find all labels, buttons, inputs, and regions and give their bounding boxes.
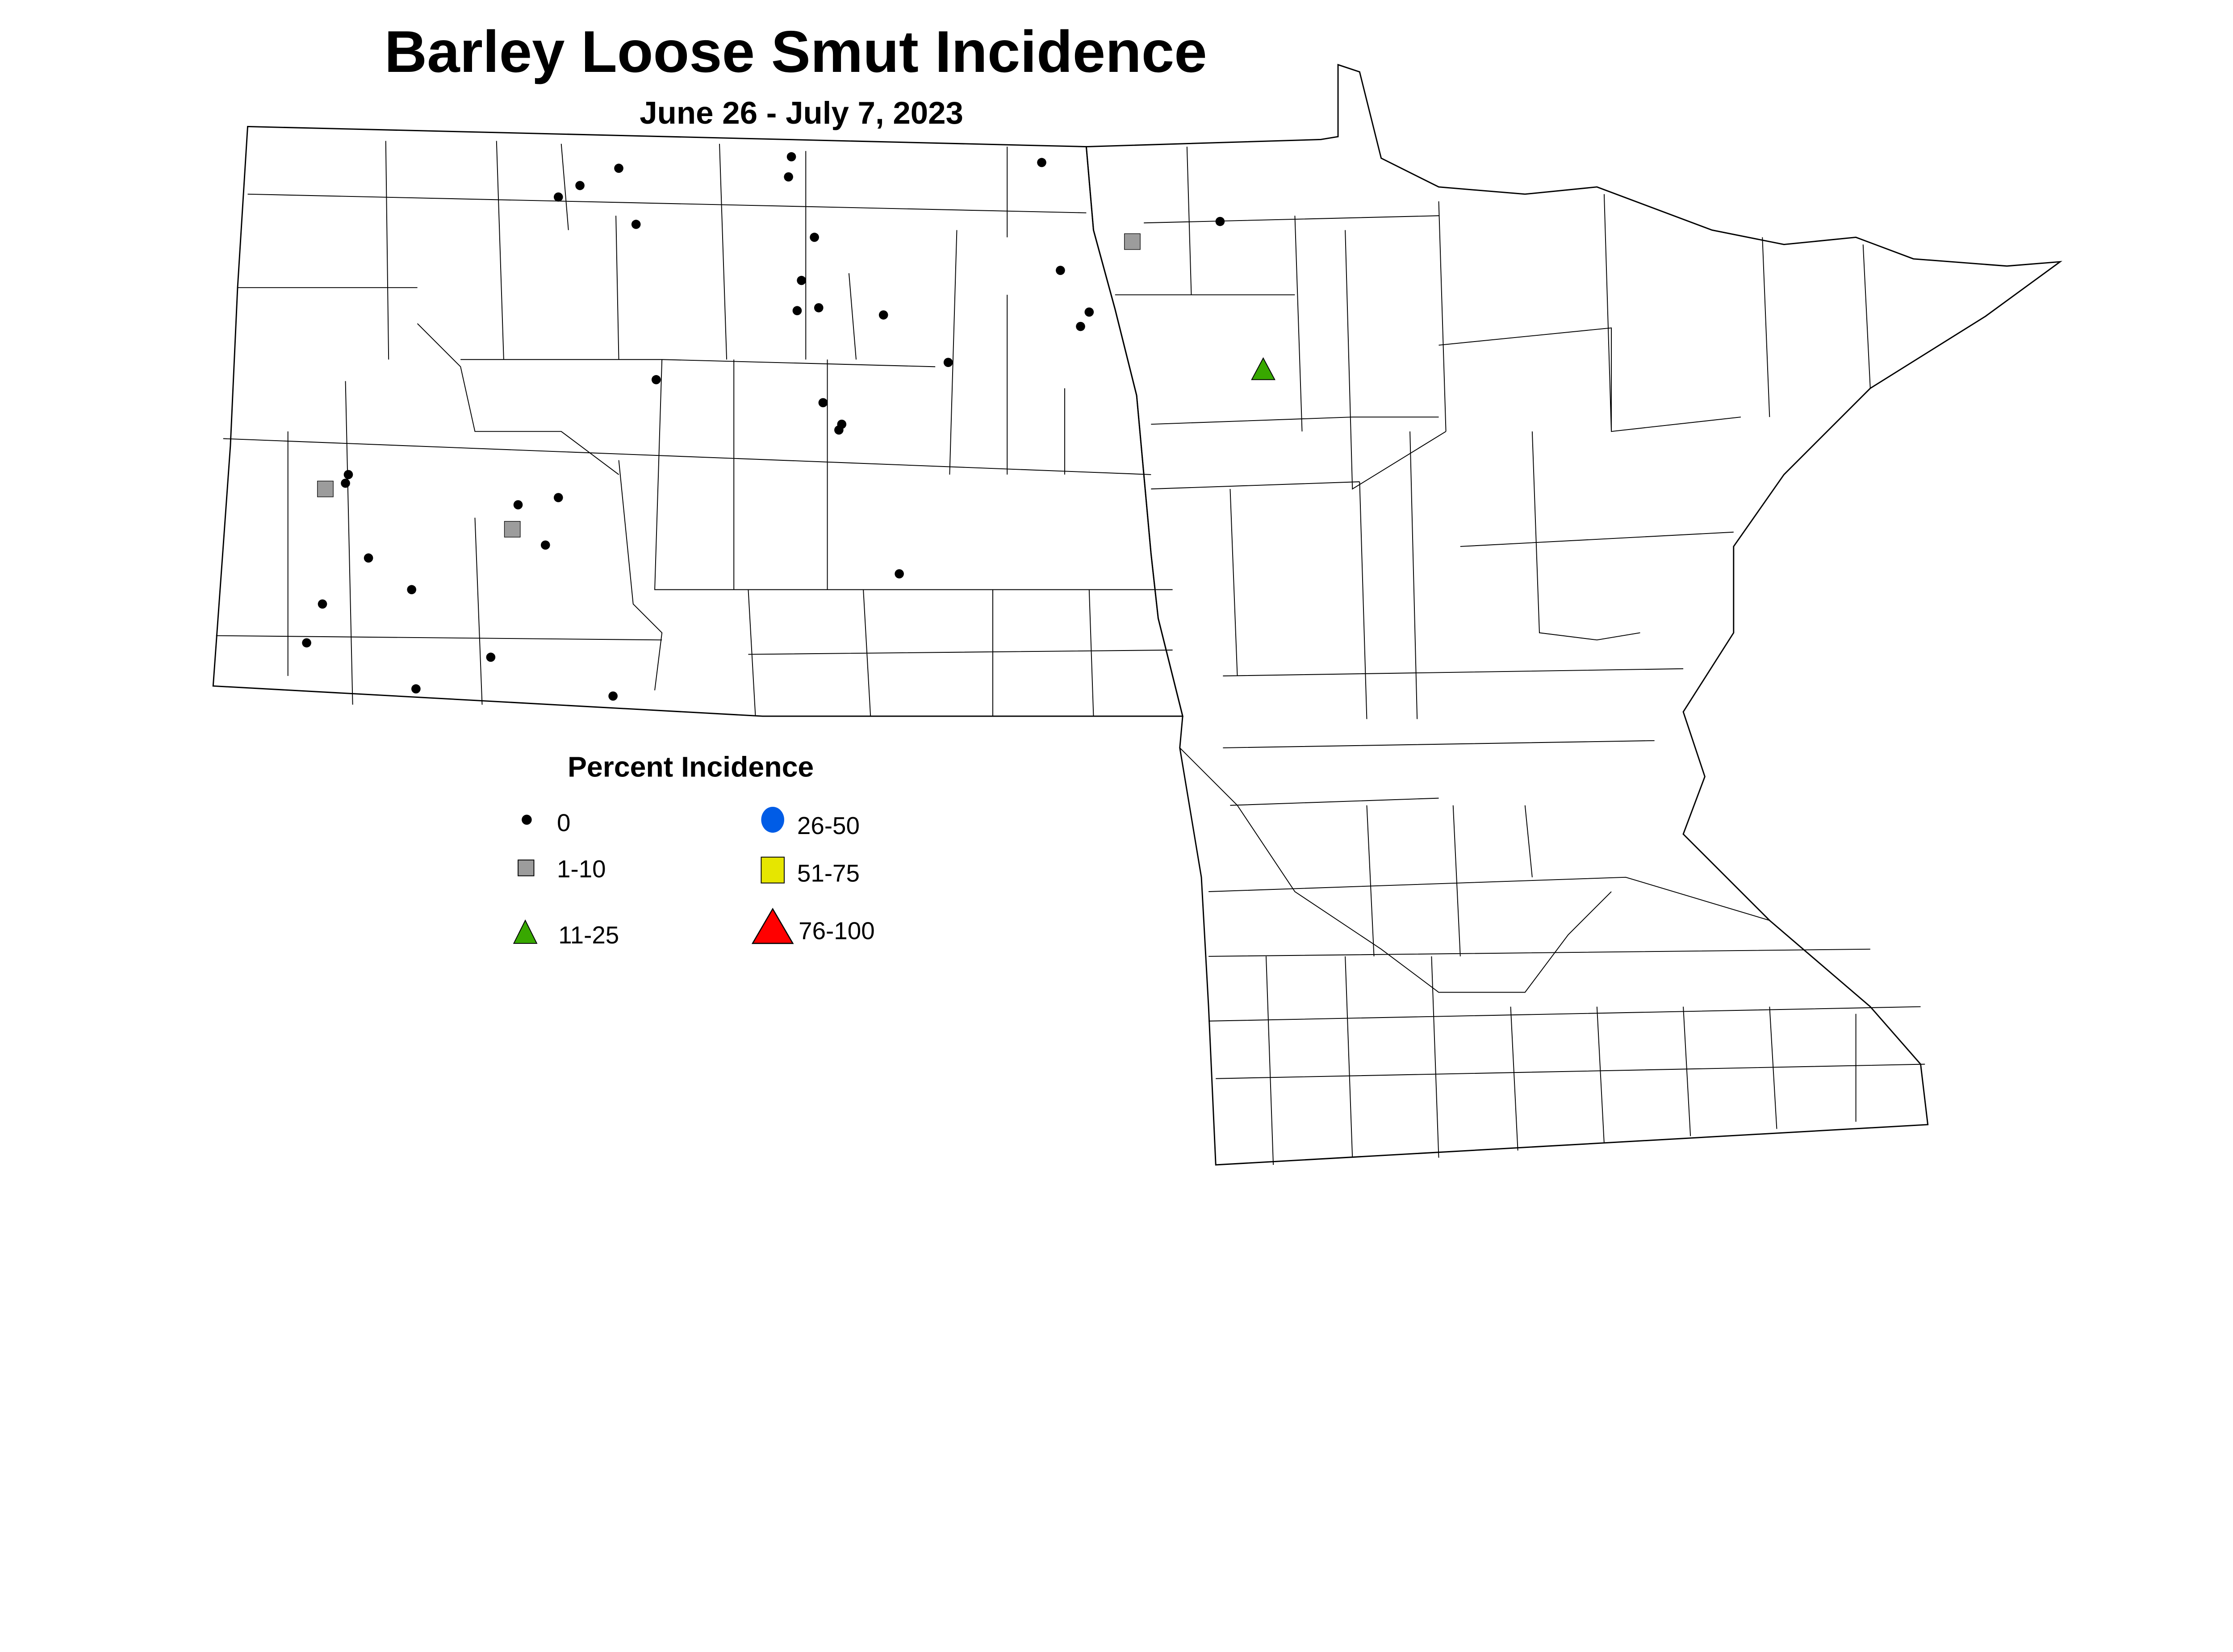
site-marker-0 <box>1056 266 1065 275</box>
site-marker-0 <box>895 569 904 579</box>
legend-label: 11-25 <box>558 921 619 949</box>
legend-item-51-75: 51-75 <box>761 856 860 887</box>
legend-gray-square-icon <box>518 859 535 876</box>
legend-item-0: 0 <box>522 809 570 837</box>
site-marker-0 <box>318 599 327 609</box>
legend-item-11-25: 11-25 <box>513 919 619 949</box>
site-marker-0 <box>786 152 796 162</box>
site-marker-0 <box>575 181 585 190</box>
site-marker-0 <box>834 425 844 435</box>
site-marker-0 <box>411 684 421 694</box>
site-marker-0 <box>540 540 550 550</box>
site-marker-0 <box>302 638 311 648</box>
site-marker-0 <box>513 500 523 509</box>
site-marker-0 <box>486 652 496 662</box>
legend-label: 1-10 <box>557 855 606 883</box>
map-subtitle: June 26 - July 7, 2023 <box>640 96 963 131</box>
legend: Percent Incidence 0 1-10 11-25 26-50 51-… <box>513 751 875 949</box>
site-marker-0 <box>341 478 350 488</box>
legend-item-1-10: 1-10 <box>518 855 606 883</box>
site-marker-0 <box>343 470 353 480</box>
site-marker-0 <box>651 375 661 384</box>
site-marker-1-10 <box>317 480 334 497</box>
north-dakota-outline <box>212 125 1184 717</box>
site-marker-0 <box>878 310 888 320</box>
site-marker-0 <box>553 192 563 202</box>
site-marker-0 <box>810 233 819 242</box>
site-marker-0 <box>784 172 793 182</box>
site-marker-0 <box>1037 158 1046 167</box>
minnesota-outline <box>1085 63 2062 1166</box>
legend-dot-icon <box>522 814 532 825</box>
site-marker-0 <box>553 493 563 502</box>
legend-blue-circle-icon <box>761 806 784 833</box>
incidence-map: Barley Loose Smut Incidence June 26 - Ju… <box>212 18 2062 1166</box>
legend-title: Percent Incidence <box>568 751 814 783</box>
site-marker-0 <box>631 220 641 229</box>
legend-green-triangle-icon <box>513 919 538 944</box>
site-marker-1-10 <box>504 521 521 538</box>
site-marker-0 <box>814 303 824 313</box>
site-marker-0 <box>614 163 623 173</box>
site-marker-1-10 <box>1124 233 1141 250</box>
legend-item-76-100: 76-100 <box>751 908 875 944</box>
site-marker-0 <box>792 306 802 316</box>
legend-label: 76-100 <box>799 917 874 944</box>
site-marker-11-25 <box>1251 357 1275 380</box>
legend-label: 51-75 <box>797 859 860 887</box>
site-marker-0 <box>1215 217 1225 226</box>
site-marker-0 <box>1076 321 1085 331</box>
map-title: Barley Loose Smut Incidence <box>385 18 1207 84</box>
legend-label: 0 <box>557 809 570 837</box>
legend-yellow-square-icon <box>761 856 785 884</box>
site-marker-0 <box>943 358 953 367</box>
site-marker-0 <box>608 691 618 701</box>
legend-red-triangle-icon <box>751 908 794 944</box>
site-marker-0 <box>364 553 373 563</box>
site-marker-0 <box>1084 307 1094 317</box>
legend-label: 26-50 <box>797 812 860 839</box>
site-marker-0 <box>407 585 417 594</box>
observation-points <box>302 152 1275 701</box>
site-marker-0 <box>797 275 806 285</box>
legend-item-26-50: 26-50 <box>761 806 860 839</box>
site-marker-0 <box>818 398 828 408</box>
